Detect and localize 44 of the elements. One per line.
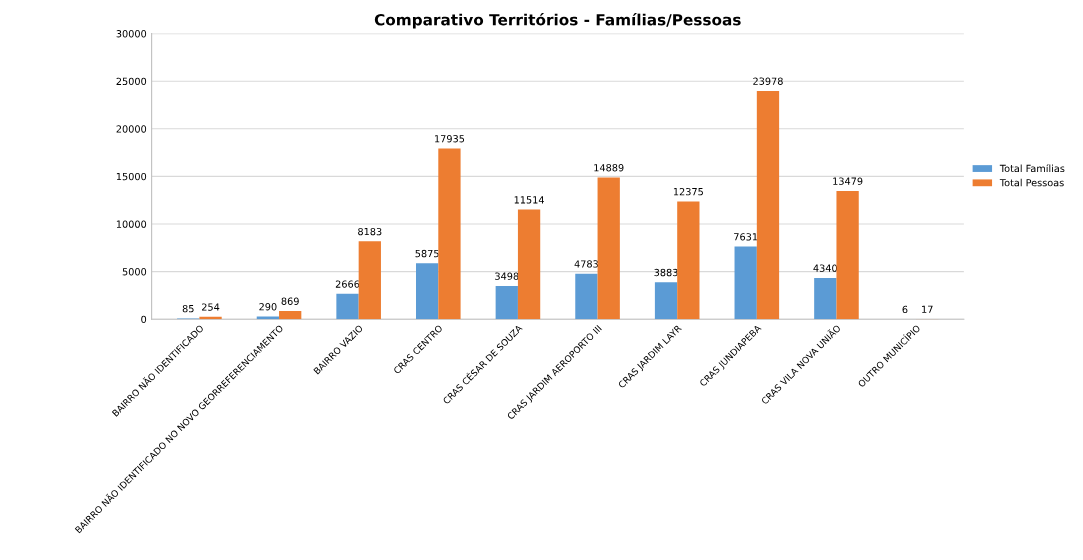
bar: [256, 316, 280, 320]
bar: [654, 282, 678, 320]
data-label: 17: [922, 305, 933, 313]
data-label: 23978: [753, 77, 783, 85]
chart-title: Comparativo Territórios - Famílias/Pessoas: [374, 13, 741, 29]
y-tick-label: 15000: [116, 172, 147, 181]
y-tick-label: 25000: [116, 77, 147, 86]
bar: [358, 241, 381, 320]
data-label: 290: [259, 303, 277, 311]
data-label: 6: [902, 305, 908, 314]
bar: [416, 263, 439, 320]
y-tick-label: 30000: [116, 30, 147, 38]
bar: [495, 285, 518, 320]
y-tick-label: 10000: [116, 220, 147, 228]
bar: [756, 90, 780, 320]
y-tick-label: 0: [141, 315, 147, 324]
data-label: 4783: [574, 260, 598, 268]
bar: [677, 201, 700, 320]
bar: [336, 293, 359, 320]
data-label: 8183: [358, 227, 382, 236]
bar: [438, 148, 461, 320]
data-label: 85: [182, 304, 194, 313]
bar: [814, 277, 837, 320]
data-label: 14889: [594, 164, 624, 172]
bar: [836, 190, 859, 320]
data-label: 13479: [833, 177, 863, 185]
y-tick-label: 5000: [122, 268, 147, 276]
y-tick-label: 20000: [116, 125, 147, 133]
data-label: 17935: [435, 135, 465, 143]
data-label: 7631: [734, 233, 758, 241]
data-label: 11514: [514, 196, 544, 204]
data-label: 254: [201, 303, 220, 311]
legend-label: Total Famílias: [999, 164, 1065, 173]
bar: [279, 310, 302, 320]
bar: [575, 273, 598, 320]
bar: [597, 177, 620, 320]
data-label: 12375: [673, 187, 703, 196]
data-label: 2666: [335, 280, 360, 288]
data-label: 4340: [813, 264, 838, 272]
bar: [734, 246, 757, 320]
data-label: 3498: [495, 272, 519, 280]
legend-label: Total Pessoas: [999, 178, 1064, 187]
data-label: 869: [281, 297, 299, 305]
bar: [517, 209, 541, 320]
